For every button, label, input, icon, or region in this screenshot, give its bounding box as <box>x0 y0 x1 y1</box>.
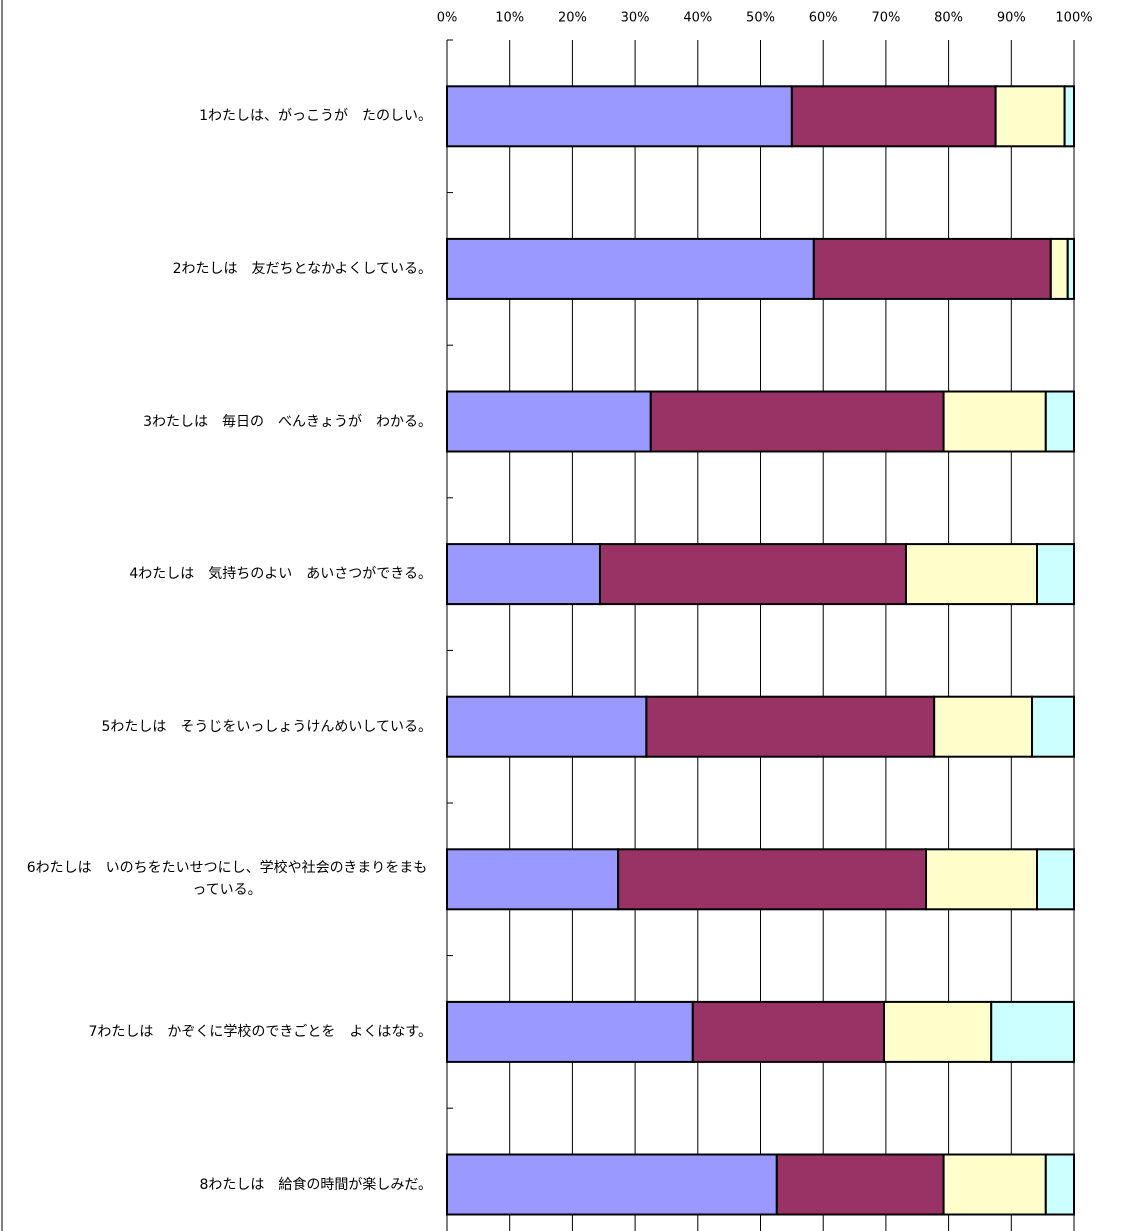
bar-segment <box>446 1153 778 1216</box>
category-label: 7わたしは かぞくに学校のできごとを よくはなす。 <box>88 1021 432 1043</box>
bar-segment <box>1063 85 1075 148</box>
bar-segment <box>942 390 1047 453</box>
bar-segment <box>990 1000 1076 1063</box>
x-tick-label: 0% <box>437 11 458 26</box>
x-tick-label: 40% <box>683 11 712 26</box>
category-label: 5わたしは そうじをいっしょうけんめいしている。 <box>102 716 433 738</box>
bar-segment <box>446 237 815 300</box>
bar-segment <box>1036 848 1075 911</box>
bar-segment <box>1044 1153 1076 1216</box>
category-label: 4わたしは 気持ちのよい あいさつができる。 <box>129 563 432 585</box>
category-text: 2わたしは 友だちとなかよくしている。 <box>172 260 432 277</box>
x-tick-label: 90% <box>997 11 1026 26</box>
bar-segment <box>645 695 936 758</box>
category-label: 1わたしは、がっこうが たのしい。 <box>199 105 432 127</box>
bar-segment <box>1066 237 1075 300</box>
bar-segment <box>446 695 648 758</box>
bar-segment <box>617 848 928 911</box>
x-tick-label: 50% <box>746 11 775 26</box>
bar-segment <box>883 1000 993 1063</box>
bar-segment <box>446 1000 694 1063</box>
category-text: 6わたしは いのちをたいせつにし、学校や社会のきまりをまもっている。 <box>26 860 428 899</box>
category-text: 1わたしは、がっこうが たのしい。 <box>199 108 432 125</box>
category-label: 2わたしは 友だちとなかよくしている。 <box>173 258 432 280</box>
category-label: 6わたしは いのちをたいせつにし、学校や社会のきまりをまもっている。 <box>22 857 432 901</box>
bar-segment <box>994 85 1066 148</box>
x-tick-label: 30% <box>621 11 650 26</box>
bar-segment <box>1030 695 1075 758</box>
x-tick-label: 60% <box>809 11 838 26</box>
x-tick-label: 100% <box>1055 11 1092 26</box>
bar-segment <box>649 390 945 453</box>
category-text: 7わたしは かぞくに学校のできごとを よくはなす。 <box>88 1023 432 1040</box>
bar-segment <box>933 695 1033 758</box>
bar-segment <box>446 390 652 453</box>
category-text: 5わたしは そうじをいっしょうけんめいしている。 <box>101 718 433 735</box>
bar-segment <box>1036 543 1075 606</box>
bar-segment <box>598 543 907 606</box>
x-tick-label: 20% <box>558 11 587 26</box>
bar-segment <box>790 85 997 148</box>
category-label: 3わたしは 毎日の べんきょうが わかる。 <box>143 411 432 433</box>
bar-segment <box>1049 237 1069 300</box>
x-tick-label: 80% <box>934 11 963 26</box>
bar-segment <box>812 237 1052 300</box>
category-text: 3わたしは 毎日の べんきょうが わかる。 <box>143 413 432 430</box>
category-text: 4わたしは 気持ちのよい あいさつができる。 <box>129 566 432 583</box>
bar-segment <box>904 543 1039 606</box>
bar-segment <box>446 543 601 606</box>
category-label: 8わたしは 給食の時間が楽しみだ。 <box>200 1174 433 1196</box>
x-tick-label: 10% <box>495 11 524 26</box>
bar-segment <box>446 85 793 148</box>
bar-segment <box>691 1000 886 1063</box>
bar-segment <box>942 1153 1047 1216</box>
x-tick-label: 70% <box>871 11 900 26</box>
bar-segment <box>1044 390 1076 453</box>
category-text: 8わたしは 給食の時間が楽しみだ。 <box>199 1176 433 1193</box>
bar-segment <box>925 848 1039 911</box>
bar-segment <box>446 848 620 911</box>
bar-segment <box>775 1153 945 1216</box>
